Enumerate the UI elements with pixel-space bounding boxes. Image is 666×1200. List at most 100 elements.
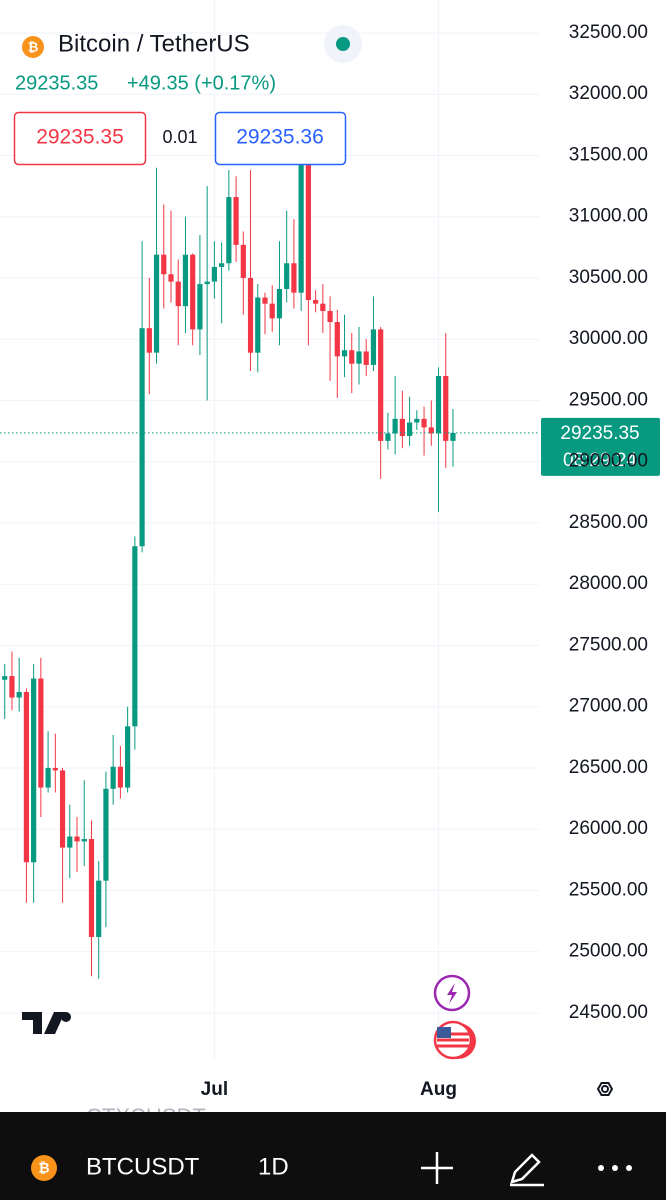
last-price: 29235.35 — [15, 72, 98, 94]
candle-body — [363, 351, 369, 365]
more-icon[interactable] — [598, 1165, 632, 1171]
candle-body — [240, 244, 246, 278]
candle-body — [450, 432, 456, 441]
interval[interactable]: 1D — [258, 1153, 289, 1180]
price-label — [541, 417, 660, 476]
y-tick-label: 29000.00 — [569, 451, 648, 472]
candle-body — [219, 263, 225, 267]
y-tick-label: 25500.00 — [569, 879, 648, 900]
draw-icon[interactable] — [510, 1153, 544, 1187]
candle-body — [349, 350, 355, 364]
candle-body — [247, 277, 254, 353]
sell-button[interactable] — [13, 111, 147, 166]
settings-hole — [601, 1085, 609, 1093]
candle-body — [182, 254, 189, 307]
candle-body — [2, 676, 8, 680]
candle-body — [161, 254, 167, 275]
candle-body — [67, 836, 73, 848]
candle-body — [45, 767, 51, 788]
candle-body — [276, 288, 283, 319]
y-tick-label: 30500.00 — [569, 267, 648, 288]
y-tick-label: 32000.00 — [569, 83, 648, 104]
candle-body — [204, 281, 210, 285]
market-status[interactable] — [336, 37, 350, 51]
candle-body — [190, 254, 196, 330]
candle-body — [103, 788, 109, 881]
buy-button[interactable] — [214, 111, 347, 166]
candle-body — [262, 297, 268, 304]
candle-body — [255, 297, 261, 353]
price-change: +49.35 (+0.17%) — [127, 72, 276, 94]
candle-body — [392, 418, 398, 434]
candle-body — [59, 770, 66, 848]
tv-logo[interactable] — [22, 1012, 65, 1034]
flag-canton — [437, 1027, 451, 1038]
candle-body — [428, 427, 434, 434]
candle-body — [313, 300, 319, 304]
x-tick-label: Jul — [201, 1079, 228, 1100]
spread: 0.01 — [162, 127, 197, 147]
candle-body — [406, 422, 413, 436]
bottom-bar — [0, 1112, 666, 1200]
candle-body — [385, 433, 391, 441]
symbol[interactable]: Bitcoin / TetherUS — [58, 30, 250, 57]
y-tick-label: 27500.00 — [569, 634, 648, 655]
y-tick-label: 26500.00 — [569, 757, 648, 778]
y-tick-label: 28000.00 — [569, 573, 648, 594]
candle-body — [81, 839, 87, 842]
ticker-icon — [31, 1155, 57, 1181]
candle-body — [52, 767, 58, 771]
candle-body — [291, 263, 297, 293]
candle-body — [370, 329, 377, 365]
candle-body — [327, 311, 333, 323]
candle-body — [16, 692, 22, 698]
candle-body — [9, 676, 15, 698]
candle-body — [125, 726, 131, 788]
candle-body — [168, 274, 174, 282]
y-tick-label: 27000.00 — [569, 696, 648, 717]
candle-body — [197, 284, 203, 330]
candle-body — [341, 350, 348, 357]
candle-body — [435, 375, 442, 434]
candle-body — [23, 692, 30, 863]
price-label-price: 29235.35 — [560, 423, 639, 444]
candle-body — [175, 281, 181, 307]
candle-body — [110, 766, 116, 789]
tv-logo-dot — [61, 1012, 71, 1022]
candle-body — [117, 766, 123, 788]
y-tick-label: 30000.00 — [569, 328, 648, 349]
candle-body — [399, 418, 405, 436]
y-tick-label: 31000.00 — [569, 206, 648, 227]
grid — [0, 0, 540, 1060]
ticker[interactable]: BTCUSDT — [86, 1153, 200, 1180]
settings-icon[interactable] — [596, 1082, 614, 1096]
y-tick-label: 25000.00 — [569, 941, 648, 962]
candle-body — [153, 254, 160, 353]
y-tick-label: 29500.00 — [569, 389, 648, 410]
candle-body — [298, 159, 304, 293]
candle-body — [378, 329, 384, 441]
candle-body — [305, 159, 311, 301]
candle-body — [414, 418, 420, 423]
price-label-countdown: 08:29:24 — [563, 450, 637, 471]
candle-body — [132, 546, 138, 727]
candle-body — [269, 303, 275, 319]
y-tick-label: 26000.00 — [569, 818, 648, 839]
candle-body — [88, 839, 95, 938]
candle-body — [334, 322, 340, 357]
coin-glyph: ₿ — [28, 39, 39, 54]
candle-body — [443, 375, 449, 441]
candle-body — [356, 351, 362, 364]
lightning — [447, 983, 457, 1004]
add-icon[interactable] — [421, 1152, 453, 1184]
bid-price[interactable]: 29235.35 — [36, 126, 124, 149]
candles — [0, 116, 540, 979]
ask-price[interactable]: 29235.36 — [236, 126, 324, 149]
x-tick-label: Aug — [420, 1079, 457, 1100]
y-tick-label: 32500.00 — [569, 22, 648, 43]
coin-icon — [22, 36, 44, 58]
candle-body — [139, 328, 145, 547]
ticker-glyph: ₿ — [38, 1160, 49, 1176]
